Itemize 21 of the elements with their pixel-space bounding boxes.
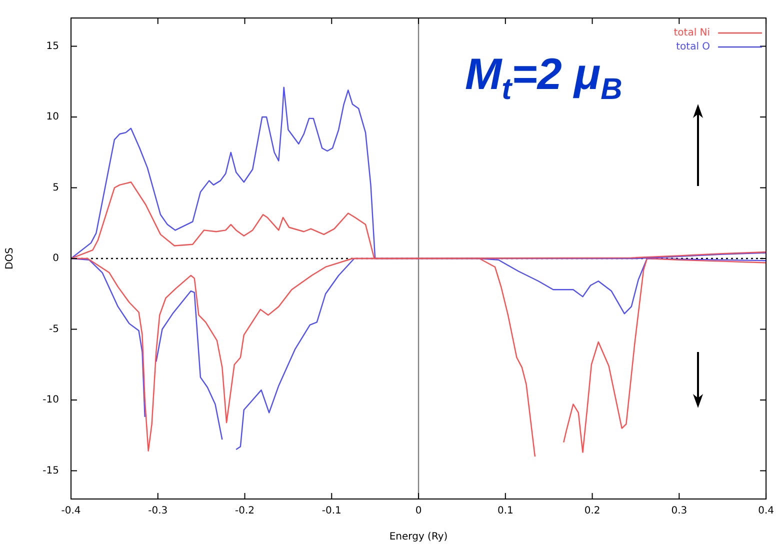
x-tick-label: 0.3 (671, 506, 688, 517)
x-tick-label: -0.2 (235, 506, 255, 517)
y-tick-label: 5 (52, 182, 59, 194)
y-tick-label: -15 (42, 465, 59, 476)
x-tick-label: 0.4 (758, 506, 774, 517)
x-axis-title: Energy (Ry) (389, 532, 448, 543)
x-tick-label: -0.4 (61, 506, 81, 517)
x-tick-label: 0.2 (584, 506, 600, 517)
x-tick-label: -0.3 (148, 506, 168, 517)
y-axis-title: DOS (4, 248, 16, 270)
y-tick-label: 0 (52, 253, 59, 264)
y-tick-label: 15 (46, 40, 59, 52)
x-tick-label: -0.1 (322, 506, 342, 517)
y-tick-label: -10 (42, 394, 59, 406)
x-tick-label: 0 (415, 506, 422, 517)
annotation: M$_{t}$=2 μ$_{B}$ (465, 50, 622, 107)
x-tick-label: 0.1 (497, 506, 514, 517)
legend-label: total Ni (674, 28, 710, 39)
y-tick-label: -5 (49, 324, 59, 335)
y-tick-label: 10 (46, 112, 59, 123)
legend-label: total O (676, 42, 710, 53)
